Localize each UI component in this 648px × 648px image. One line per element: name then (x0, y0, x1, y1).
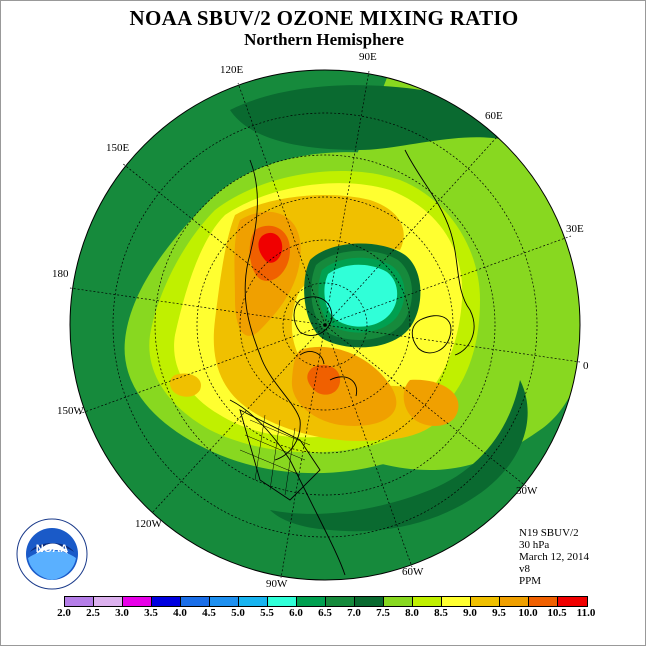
colorbar-label-9: 6.5 (318, 607, 332, 619)
info-units: PPM (519, 575, 542, 587)
noaa-logo-text: NOAA (36, 543, 68, 555)
lon-label-60w: 60W (402, 566, 424, 578)
lon-label-150e: 150E (106, 142, 130, 154)
noaa-logo: NOAA (16, 518, 88, 590)
colorbar-cell-0 (65, 597, 94, 606)
colorbar-cell-9 (326, 597, 355, 606)
info-block: N19 SBUV/2 30 hPa March 12, 2014 v8 PPM (519, 527, 589, 587)
colorbar-label-16: 10.0 (518, 607, 538, 619)
info-satellite: N19 SBUV/2 (519, 527, 579, 539)
colorbar-cell-8 (297, 597, 326, 606)
colorbar-label-10: 7.0 (347, 607, 361, 619)
graticule (69, 70, 581, 579)
lon-label-0: 0 (583, 360, 589, 372)
colorbar-label-18: 11.0 (576, 607, 596, 619)
lon-label-120w: 120W (135, 518, 162, 530)
info-version: v8 (519, 563, 530, 575)
colorbar-cell-16 (529, 597, 558, 606)
colorbar-label-2: 3.0 (115, 607, 129, 619)
colorbar-cell-4 (181, 597, 210, 606)
colorbar-cell-12 (413, 597, 442, 606)
band-9-0-west (169, 373, 201, 397)
colorbar-label-17: 10.5 (547, 607, 567, 619)
lon-label-120e: 120E (220, 64, 244, 76)
colorbar-cell-5 (210, 597, 239, 606)
lon-label-30e: 30E (566, 223, 584, 235)
lon-label-90e: 90E (359, 51, 377, 63)
colorbar (64, 596, 588, 607)
lon-label-90w: 90W (266, 578, 288, 590)
map-boundary (69, 69, 581, 581)
lon-label-30w: 30W (516, 485, 538, 497)
band-9-5-east (403, 379, 459, 426)
map-title: NOAA SBUV/2 OZONE MIXING RATIO (129, 6, 519, 30)
state-boundaries (239, 414, 311, 496)
colorbar-label-5: 4.5 (202, 607, 216, 619)
colorbar-cell-15 (500, 597, 529, 606)
ozone-field (70, 70, 580, 580)
coastlines (229, 149, 475, 576)
colorbar-label-12: 8.0 (405, 607, 419, 619)
colorbar-label-13: 8.5 (434, 607, 448, 619)
colorbar-label-3: 3.5 (144, 607, 158, 619)
colorbar-cell-3 (152, 597, 181, 606)
colorbar-cell-13 (442, 597, 471, 606)
colorbar-cell-17 (558, 597, 587, 606)
colorbar-cell-14 (471, 597, 500, 606)
info-level: 30 hPa (519, 539, 550, 551)
lon-label-180: 180 (52, 268, 69, 280)
lon-label-150w: 150W (57, 405, 84, 417)
colorbar-label-6: 5.0 (231, 607, 245, 619)
colorbar-cell-1 (94, 597, 123, 606)
colorbar-label-7: 5.5 (260, 607, 274, 619)
vortex-5-5 (324, 264, 398, 327)
colorbar-label-15: 9.5 (492, 607, 506, 619)
colorbar-cell-6 (239, 597, 268, 606)
colorbar-label-8: 6.0 (289, 607, 303, 619)
colorbar-label-14: 9.0 (463, 607, 477, 619)
band-7-0-south (270, 380, 528, 532)
colorbar-cell-7 (268, 597, 297, 606)
colorbar-label-4: 4.0 (173, 607, 187, 619)
colorbar-cell-2 (123, 597, 152, 606)
lon-label-60e: 60E (485, 110, 503, 122)
info-date: March 12, 2014 (519, 551, 589, 563)
colorbar-cell-11 (384, 597, 413, 606)
band-10-0-south (307, 364, 341, 395)
colorbar-label-11: 7.5 (376, 607, 390, 619)
colorbar-label-0: 2.0 (57, 607, 71, 619)
colorbar-labels: 2.0 2.5 3.0 3.5 4.0 4.5 5.0 5.5 6.0 6.5 7.0 7.5 8.0 8… (57, 607, 618, 621)
colorbar-cell-10 (355, 597, 384, 606)
map-subtitle: Northern Hemisphere (244, 30, 404, 49)
colorbar-label-1: 2.5 (86, 607, 100, 619)
